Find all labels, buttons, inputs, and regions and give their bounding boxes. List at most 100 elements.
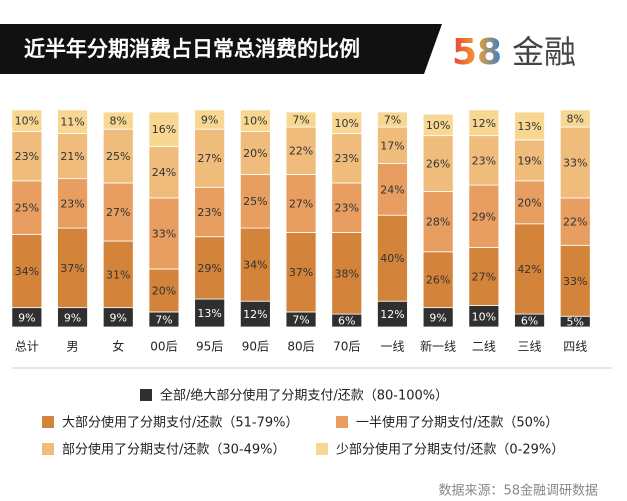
- legend-swatch: [42, 443, 54, 455]
- legend-swatch: [140, 389, 152, 401]
- legend-swatch: [42, 416, 54, 428]
- data-label: 40%: [380, 252, 404, 265]
- bar-segment: [239, 109, 271, 132]
- data-label: 33%: [563, 157, 587, 170]
- data-label: 25%: [15, 202, 39, 215]
- bar-segment: [559, 244, 591, 317]
- data-label: 34%: [15, 265, 39, 278]
- bar-segment: [559, 197, 591, 246]
- bar-segment: [285, 173, 317, 233]
- data-label: 22%: [563, 216, 587, 229]
- legend-swatch: [336, 416, 348, 428]
- bar-segment: [559, 126, 591, 199]
- data-label: 7%: [292, 313, 309, 326]
- bar-segment: [57, 109, 88, 134]
- data-label: 27%: [197, 152, 221, 165]
- data-label: 6%: [521, 315, 538, 328]
- bar-segment: [468, 109, 500, 137]
- data-label: 20%: [517, 196, 541, 209]
- data-label: 8%: [567, 112, 584, 125]
- legend-label: 一半使用了分期支付/还款（50%）: [356, 415, 558, 431]
- bar-segment: [148, 111, 180, 147]
- data-label: 6%: [338, 315, 355, 328]
- bar-segment: [239, 130, 271, 175]
- bar-segment: [57, 178, 88, 229]
- x-tick-label: 三线: [518, 340, 542, 354]
- x-tick-label: 一线: [380, 340, 404, 354]
- bar-segment: [148, 145, 180, 199]
- data-label: 23%: [472, 154, 496, 167]
- bar-segment: [11, 109, 43, 132]
- data-label: 20%: [243, 147, 267, 160]
- data-label: 12%: [380, 308, 404, 321]
- data-label: 24%: [152, 166, 176, 179]
- data-label: 17%: [380, 139, 404, 152]
- data-label: 7%: [155, 313, 172, 326]
- data-label: 20%: [152, 284, 176, 297]
- data-label: 7%: [384, 114, 401, 127]
- data-label: 37%: [60, 262, 84, 275]
- bar-segment: [468, 184, 500, 248]
- data-label: 33%: [563, 275, 587, 288]
- data-label: 9%: [429, 311, 446, 324]
- legend-label: 全部/绝大部分使用了分期支付/还款（80-100%）: [160, 388, 448, 404]
- bar-segment: [331, 111, 363, 134]
- data-label: 33%: [152, 227, 176, 240]
- bar-segment: [331, 231, 363, 315]
- chart-title: 近半年分期消费占日常总消费的比例: [24, 37, 360, 61]
- data-label: 27%: [106, 206, 130, 219]
- x-tick-label: 二线: [472, 340, 496, 354]
- legend-label: 大部分使用了分期支付/还款（51-79%）: [62, 415, 299, 431]
- data-label: 9%: [110, 311, 127, 324]
- bar-segment: [102, 240, 134, 309]
- bar-segment: [422, 113, 454, 137]
- data-label: 34%: [243, 259, 267, 272]
- data-label: 19%: [517, 154, 541, 167]
- data-label: 42%: [517, 263, 541, 276]
- data-label: 12%: [243, 308, 267, 321]
- data-label: 9%: [201, 114, 218, 127]
- x-tick-label: 女: [112, 339, 124, 354]
- bar-segment: [102, 111, 134, 130]
- bar-segment: [331, 133, 363, 184]
- data-label: 16%: [152, 123, 176, 136]
- bar-segment: [148, 197, 180, 270]
- bar-segment: [11, 130, 43, 182]
- bar-segment: [57, 133, 88, 180]
- bar-segment: [514, 180, 545, 225]
- bar-segment: [559, 109, 591, 128]
- bar-segment: [285, 231, 317, 313]
- data-label: 25%: [243, 195, 267, 208]
- data-label: 26%: [426, 274, 450, 287]
- x-tick-label: 总计: [15, 340, 39, 354]
- bar-segment: [377, 214, 408, 302]
- data-label: 13%: [197, 307, 221, 320]
- logo-number: 58: [452, 32, 502, 73]
- data-label: 9%: [64, 311, 81, 324]
- bar-segment: [239, 173, 271, 229]
- data-label: 27%: [472, 270, 496, 283]
- bar-segment: [331, 182, 363, 233]
- bar-segment: [57, 227, 88, 309]
- bar-segment: [148, 268, 180, 313]
- data-label: 31%: [106, 268, 130, 281]
- source: 数据来源：58金融调研数据: [438, 483, 598, 499]
- x-tick-label: 80后: [287, 340, 314, 354]
- data-label: 5%: [567, 316, 584, 329]
- data-label: 23%: [335, 152, 359, 165]
- legend-swatch: [316, 443, 328, 455]
- data-label: 28%: [426, 216, 450, 229]
- data-label: 11%: [60, 116, 84, 129]
- bar-segment: [239, 227, 271, 302]
- data-label: 23%: [60, 197, 84, 210]
- title-banner: [0, 24, 442, 74]
- bar-segment: [377, 300, 408, 328]
- data-label: 38%: [335, 267, 359, 280]
- bar-segment: [194, 186, 226, 238]
- data-label: 10%: [335, 117, 359, 130]
- data-label: 10%: [472, 310, 496, 323]
- x-tick-label: 新一线: [420, 339, 456, 354]
- data-label: 24%: [380, 183, 404, 196]
- data-label: 9%: [18, 311, 35, 324]
